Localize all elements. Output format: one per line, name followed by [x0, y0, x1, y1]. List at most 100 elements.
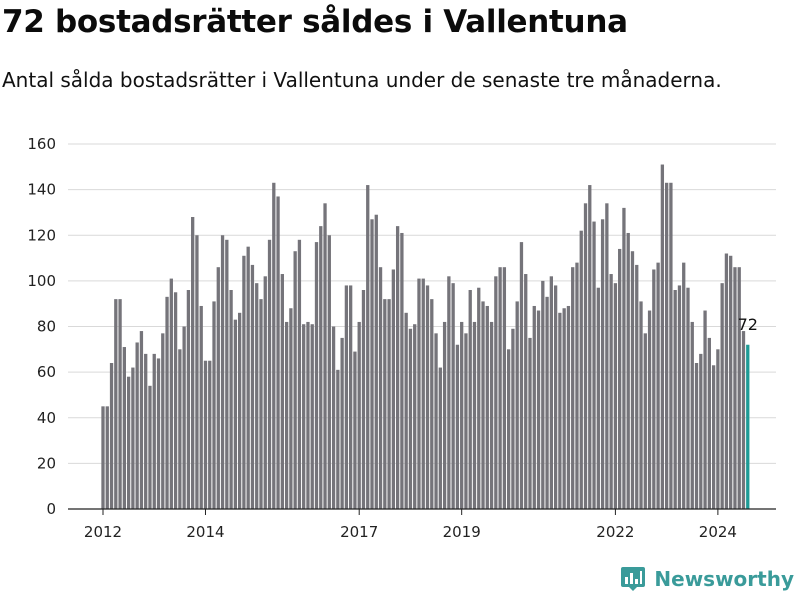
bar [289, 308, 293, 509]
bar [609, 274, 613, 509]
bar [122, 347, 126, 509]
bar [229, 290, 233, 509]
bar [430, 299, 434, 510]
bar [242, 255, 246, 509]
bar [349, 285, 353, 509]
bar [442, 321, 447, 509]
bar [216, 267, 220, 509]
bar [101, 406, 105, 509]
bar [208, 360, 212, 509]
y-tick-label: 80 [37, 318, 56, 336]
y-tick-label: 120 [27, 226, 56, 244]
bar [613, 283, 618, 509]
bar [314, 242, 319, 509]
bar [336, 369, 340, 509]
bar [588, 185, 592, 509]
bar [297, 239, 302, 509]
brand-name: Newsworthy [654, 567, 794, 591]
bar [139, 331, 144, 509]
bar [191, 217, 195, 509]
bar [647, 310, 652, 509]
bar [267, 239, 272, 509]
latest-value-label: 72 [738, 315, 758, 334]
bar [182, 326, 186, 509]
bar [460, 321, 464, 509]
y-tick-label: 20 [37, 454, 56, 472]
bar [618, 248, 622, 509]
bar [600, 219, 605, 509]
bar [690, 321, 694, 509]
bar [293, 251, 297, 509]
bar [741, 331, 746, 509]
bar [105, 406, 109, 509]
bar [438, 367, 442, 509]
bar [186, 290, 191, 509]
bar [395, 226, 400, 510]
bar [220, 235, 225, 509]
bar [737, 267, 741, 509]
bar [626, 232, 630, 509]
data-labels: 72 [738, 315, 758, 334]
chart-subtitle: Antal sålda bostadsrätter i Vallentuna u… [2, 68, 722, 92]
bar [677, 285, 682, 509]
bar [592, 221, 596, 509]
bar [165, 296, 169, 509]
bar [545, 296, 549, 509]
brand-logo[interactable]: Newsworthy [620, 566, 794, 592]
bar [524, 274, 528, 509]
bar [579, 230, 583, 509]
bar [310, 324, 314, 509]
bar [673, 290, 677, 509]
bar [199, 305, 203, 509]
bar [596, 287, 600, 509]
bar [703, 310, 707, 509]
bar [272, 182, 276, 509]
bar [549, 276, 553, 509]
bar [152, 353, 156, 510]
bar [464, 333, 468, 509]
bar [246, 246, 250, 509]
bar [417, 278, 421, 509]
bar [391, 269, 396, 509]
bar [340, 337, 344, 509]
bar [357, 321, 361, 509]
bar [541, 280, 545, 510]
bar [212, 301, 216, 509]
bar [400, 232, 404, 509]
bar [605, 203, 609, 509]
bar [237, 312, 242, 509]
bar [639, 301, 643, 509]
bar [263, 276, 267, 509]
bar [694, 363, 699, 509]
bar [528, 337, 532, 509]
x-tick-label: 2022 [596, 523, 634, 541]
bar [421, 278, 425, 509]
bar [720, 283, 724, 509]
bar [652, 269, 656, 509]
bar [511, 328, 515, 509]
bar [729, 255, 733, 509]
bar [699, 353, 703, 510]
bar [472, 321, 477, 509]
bar [178, 349, 182, 509]
bar [366, 185, 370, 509]
bar [323, 203, 327, 509]
bar [131, 367, 135, 509]
bar [387, 299, 391, 510]
bar [635, 264, 639, 509]
bar [447, 276, 451, 509]
y-axis-ticks: 0 20 40 60 80 100 120 140 160 [27, 135, 56, 518]
bar [370, 219, 374, 509]
x-tick-label: 2024 [699, 523, 737, 541]
bar [109, 363, 114, 509]
bar [378, 267, 383, 509]
x-tick-label: 2012 [84, 523, 122, 541]
bar [233, 319, 238, 509]
y-tick-label: 160 [27, 135, 56, 153]
bar [144, 353, 148, 510]
bar [575, 262, 579, 510]
bar [733, 267, 737, 509]
bar [686, 287, 690, 509]
bar [707, 337, 711, 509]
bar [327, 235, 331, 509]
